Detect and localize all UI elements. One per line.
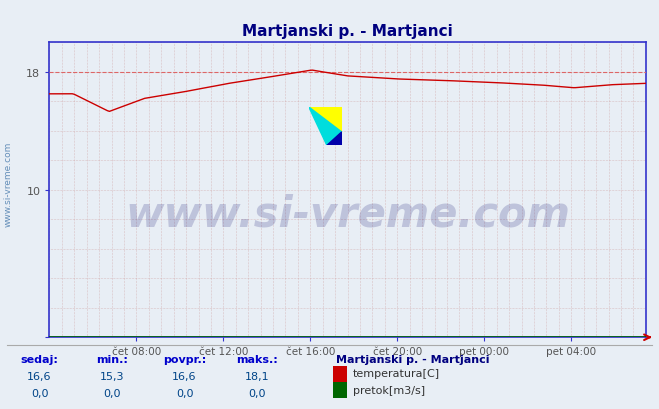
Text: www.si-vreme.com: www.si-vreme.com bbox=[3, 142, 13, 227]
Text: maks.:: maks.: bbox=[236, 354, 278, 364]
Text: temperatura[C]: temperatura[C] bbox=[353, 368, 440, 378]
Polygon shape bbox=[309, 108, 341, 133]
Text: 0,0: 0,0 bbox=[248, 388, 266, 398]
Text: www.si-vreme.com: www.si-vreme.com bbox=[125, 193, 570, 235]
Text: 0,0: 0,0 bbox=[176, 388, 193, 398]
Text: 15,3: 15,3 bbox=[100, 371, 125, 382]
Text: 0,0: 0,0 bbox=[31, 388, 48, 398]
Text: sedaj:: sedaj: bbox=[20, 354, 59, 364]
Polygon shape bbox=[327, 133, 341, 146]
Text: 0,0: 0,0 bbox=[103, 388, 121, 398]
Text: 16,6: 16,6 bbox=[27, 371, 52, 382]
Text: 18,1: 18,1 bbox=[244, 371, 270, 382]
Text: povpr.:: povpr.: bbox=[163, 354, 206, 364]
Text: min.:: min.: bbox=[96, 354, 128, 364]
Polygon shape bbox=[309, 108, 341, 146]
Text: pretok[m3/s]: pretok[m3/s] bbox=[353, 384, 424, 395]
Text: Martjanski p. - Martjanci: Martjanski p. - Martjanci bbox=[336, 354, 490, 364]
Text: 16,6: 16,6 bbox=[172, 371, 197, 382]
Title: Martjanski p. - Martjanci: Martjanski p. - Martjanci bbox=[243, 24, 453, 39]
